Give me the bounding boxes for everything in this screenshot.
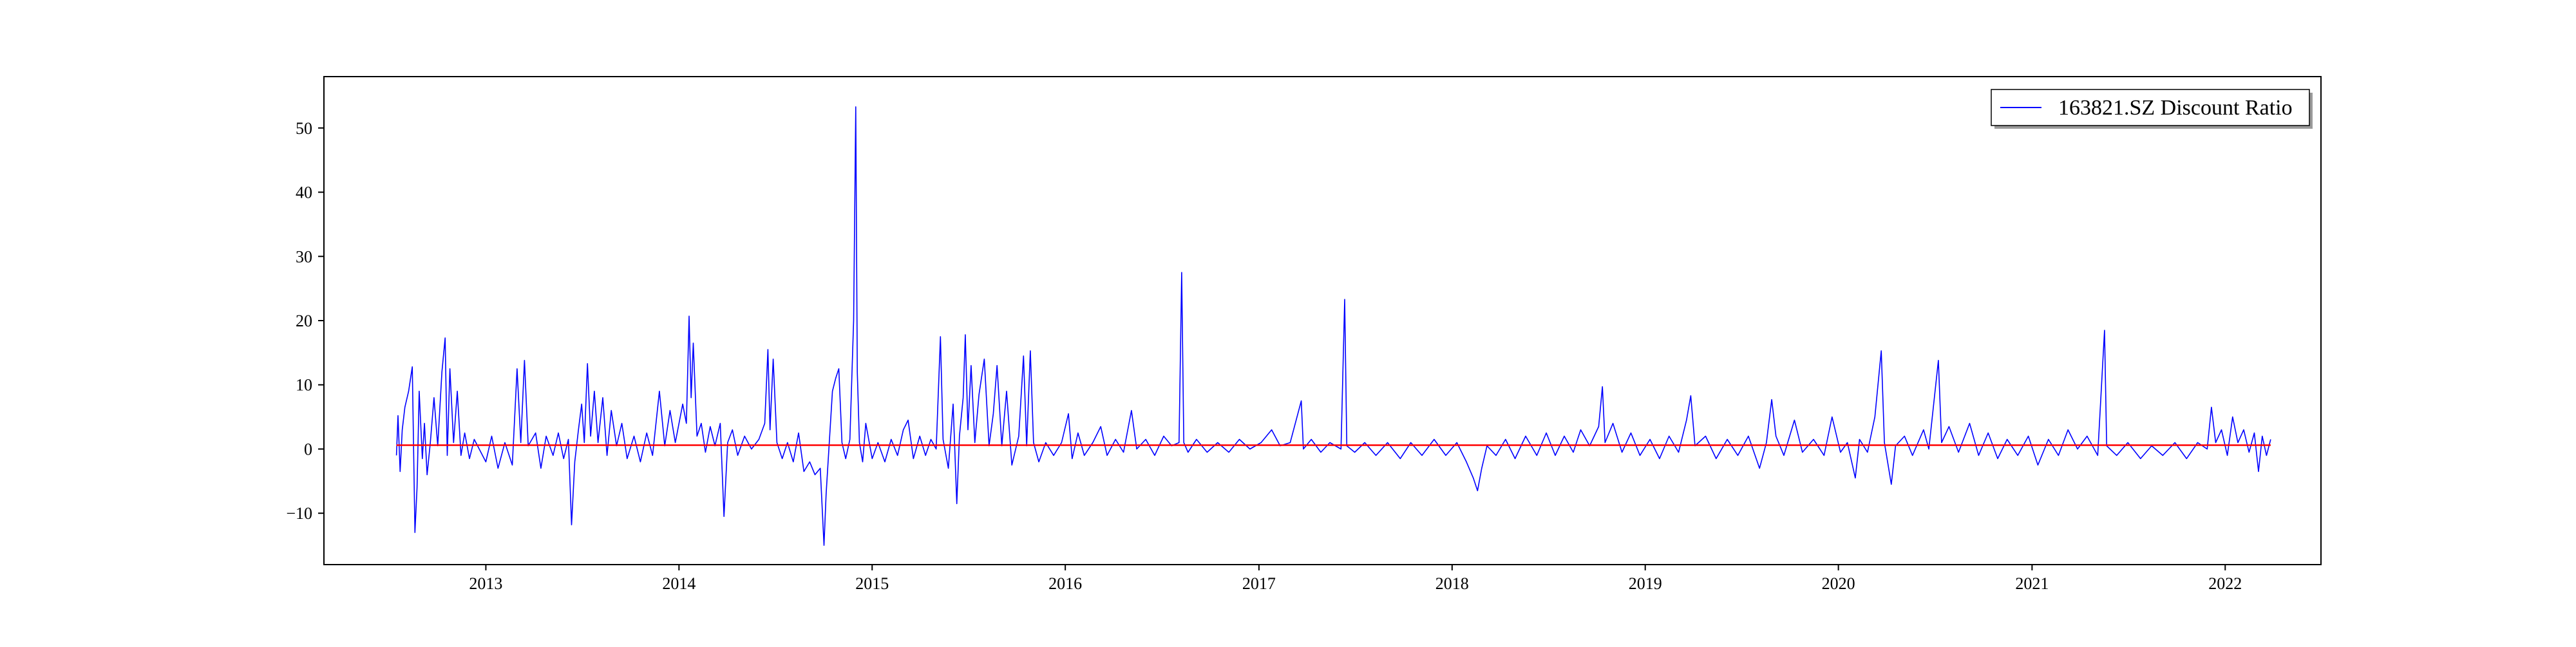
x-tick-label-2016: 2016 xyxy=(1048,574,1082,593)
x-tick-label-2019: 2019 xyxy=(1629,574,1662,593)
chart-axes: 2013 2014 2015 2016 2017 2018 2019 2020 2021 2022… xyxy=(286,76,2322,593)
x-tick-label-2015: 2015 xyxy=(855,574,889,593)
y-tick-label-30: 30 xyxy=(296,247,312,266)
chart-marks xyxy=(395,106,2271,546)
x-tick-label-2020: 2020 xyxy=(1822,574,1855,593)
x-tick-label-2017: 2017 xyxy=(1242,574,1276,593)
x-tick-label-2014: 2014 xyxy=(662,574,696,593)
series-line-163821-sz-discount-ratio xyxy=(395,106,2271,546)
y-tick-label-0: 0 xyxy=(304,440,312,458)
plot-frame xyxy=(323,76,2322,565)
y-tick-label-20: 20 xyxy=(296,312,312,330)
y-tick-label--10: −10 xyxy=(286,504,312,523)
x-tick-label-2013: 2013 xyxy=(469,574,502,593)
x-tick-label-2021: 2021 xyxy=(2015,574,2049,593)
legend-label: 163821.SZ Discount Ratio xyxy=(2058,96,2293,120)
legend-box xyxy=(1991,89,2310,126)
chart-legend: 163821.SZ Discount Ratio xyxy=(1991,89,2313,129)
y-tick-label-50: 50 xyxy=(296,119,312,138)
y-tick-label-40: 40 xyxy=(296,183,312,202)
x-tick-label-2022: 2022 xyxy=(2208,574,2242,593)
x-tick-label-2018: 2018 xyxy=(1435,574,1469,593)
y-tick-label-10: 10 xyxy=(296,376,312,395)
